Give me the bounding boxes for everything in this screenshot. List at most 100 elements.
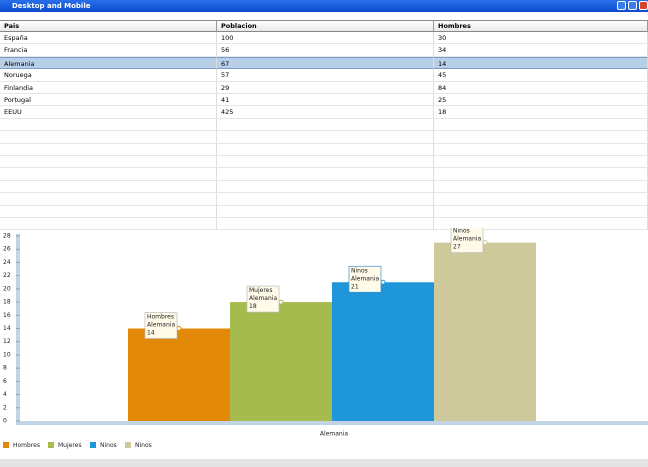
tooltip-category: Alemania	[249, 295, 277, 302]
legend-swatch	[48, 442, 54, 448]
bar	[230, 302, 332, 421]
tooltip-anchor	[278, 299, 284, 305]
table-cell[interactable]: 56	[217, 44, 434, 57]
tooltip-box	[450, 228, 484, 253]
empty-cell	[217, 205, 434, 218]
empty-cell	[217, 143, 434, 156]
tooltip-category: Alemania	[453, 236, 481, 243]
y-tick-label: 20	[3, 285, 11, 292]
table-cell[interactable]: Francia	[0, 44, 217, 57]
tooltip-anchor	[482, 240, 488, 246]
table-cell[interactable]: 29	[217, 81, 434, 94]
y-tick-label: 14	[3, 325, 11, 332]
legend-label: Hombres	[13, 442, 40, 449]
tooltip-value: 21	[351, 283, 359, 290]
tooltip-series: Mujeres	[249, 287, 273, 294]
column-header[interactable]: Hombres	[434, 21, 648, 32]
bar	[128, 328, 230, 421]
table-cell[interactable]: Alemania	[0, 56, 217, 70]
y-tick-label: 4	[3, 391, 7, 398]
empty-cell	[434, 193, 648, 206]
table-cell[interactable]: 57	[217, 69, 434, 82]
empty-cell	[0, 143, 217, 156]
empty-cell	[217, 193, 434, 206]
empty-cell	[217, 168, 434, 181]
y-tick-label: 26	[3, 246, 11, 253]
tooltip-box	[246, 285, 280, 313]
legend-swatch	[125, 442, 131, 448]
y-tick-label: 22	[3, 272, 11, 279]
empty-cell	[217, 218, 434, 231]
table-cell[interactable]: 25	[434, 94, 648, 107]
table-cell[interactable]: Finlandia	[0, 81, 217, 94]
title-bar: Desktop and Mobile	[0, 0, 648, 12]
x-axis	[16, 421, 648, 425]
empty-cell	[0, 218, 217, 231]
y-tick-label: 0	[3, 418, 7, 425]
empty-cell	[0, 180, 217, 194]
legend-label: Ninos	[135, 442, 152, 449]
bar	[332, 282, 434, 421]
empty-cell	[434, 168, 648, 181]
y-tick-label: 18	[3, 299, 11, 306]
table-cell[interactable]: 18	[434, 106, 648, 119]
table-cell[interactable]: 14	[434, 56, 648, 70]
column-header[interactable]: Pais	[0, 21, 217, 32]
legend-swatch	[90, 442, 96, 448]
column-header[interactable]: Poblacion	[217, 21, 434, 32]
empty-cell	[434, 118, 648, 132]
y-tick-label: 28	[3, 233, 11, 240]
tooltip-series: Hombres	[147, 314, 174, 321]
table-cell[interactable]: 84	[434, 81, 648, 94]
empty-cell	[217, 156, 434, 169]
legend-label: Mujeres	[58, 442, 82, 449]
tooltip-value: 14	[147, 330, 155, 337]
tooltip-box	[144, 312, 178, 339]
table-cell[interactable]: 41	[217, 94, 434, 107]
close-button[interactable]	[639, 1, 648, 10]
empty-cell	[0, 156, 217, 169]
tooltip-category: Alemania	[351, 275, 379, 282]
table-cell[interactable]: 425	[217, 106, 434, 119]
table-cell[interactable]: Noruega	[0, 69, 217, 82]
table-cell[interactable]: Portugal	[0, 94, 217, 107]
maximize-button[interactable]	[628, 1, 637, 10]
table-cell[interactable]: 45	[434, 69, 648, 82]
y-tick-label: 8	[3, 365, 7, 372]
empty-cell	[217, 118, 434, 132]
empty-cell	[0, 118, 217, 132]
tooltip-anchor	[380, 279, 386, 285]
empty-cell	[434, 156, 648, 169]
tooltip-series: Ninos	[453, 228, 470, 235]
table-cell[interactable]: 100	[217, 32, 434, 45]
y-tick-label: 2	[3, 404, 7, 411]
table-cell[interactable]: 34	[434, 44, 648, 57]
y-tick-label: 16	[3, 312, 11, 319]
tooltip-box	[348, 265, 382, 293]
tooltip-category: Alemania	[147, 322, 175, 329]
table-cell[interactable]: 30	[434, 32, 648, 45]
bar	[434, 242, 536, 421]
empty-cell	[434, 143, 648, 156]
y-tick-label: 10	[3, 351, 11, 358]
table-cell[interactable]: España	[0, 32, 217, 45]
empty-cell	[434, 131, 648, 144]
empty-cell	[434, 180, 648, 194]
tooltip-value: 27	[453, 244, 461, 251]
empty-cell	[0, 131, 217, 144]
data-table: Pais Poblacion Hombres España 100 30 Francia 56…	[0, 20, 648, 231]
x-tick-label: Alemania	[320, 431, 348, 438]
empty-cell	[0, 193, 217, 206]
minimize-button[interactable]	[617, 1, 626, 10]
chart: 0246810121416182022242628AlemaniaHombres…	[3, 228, 648, 449]
empty-cell	[217, 180, 434, 194]
legend-label: Ninos	[100, 442, 117, 449]
empty-cell	[0, 205, 217, 218]
y-tick-label: 24	[3, 259, 11, 266]
table-cell[interactable]: 67	[217, 56, 434, 70]
table-cell[interactable]: EEUU	[0, 106, 217, 119]
